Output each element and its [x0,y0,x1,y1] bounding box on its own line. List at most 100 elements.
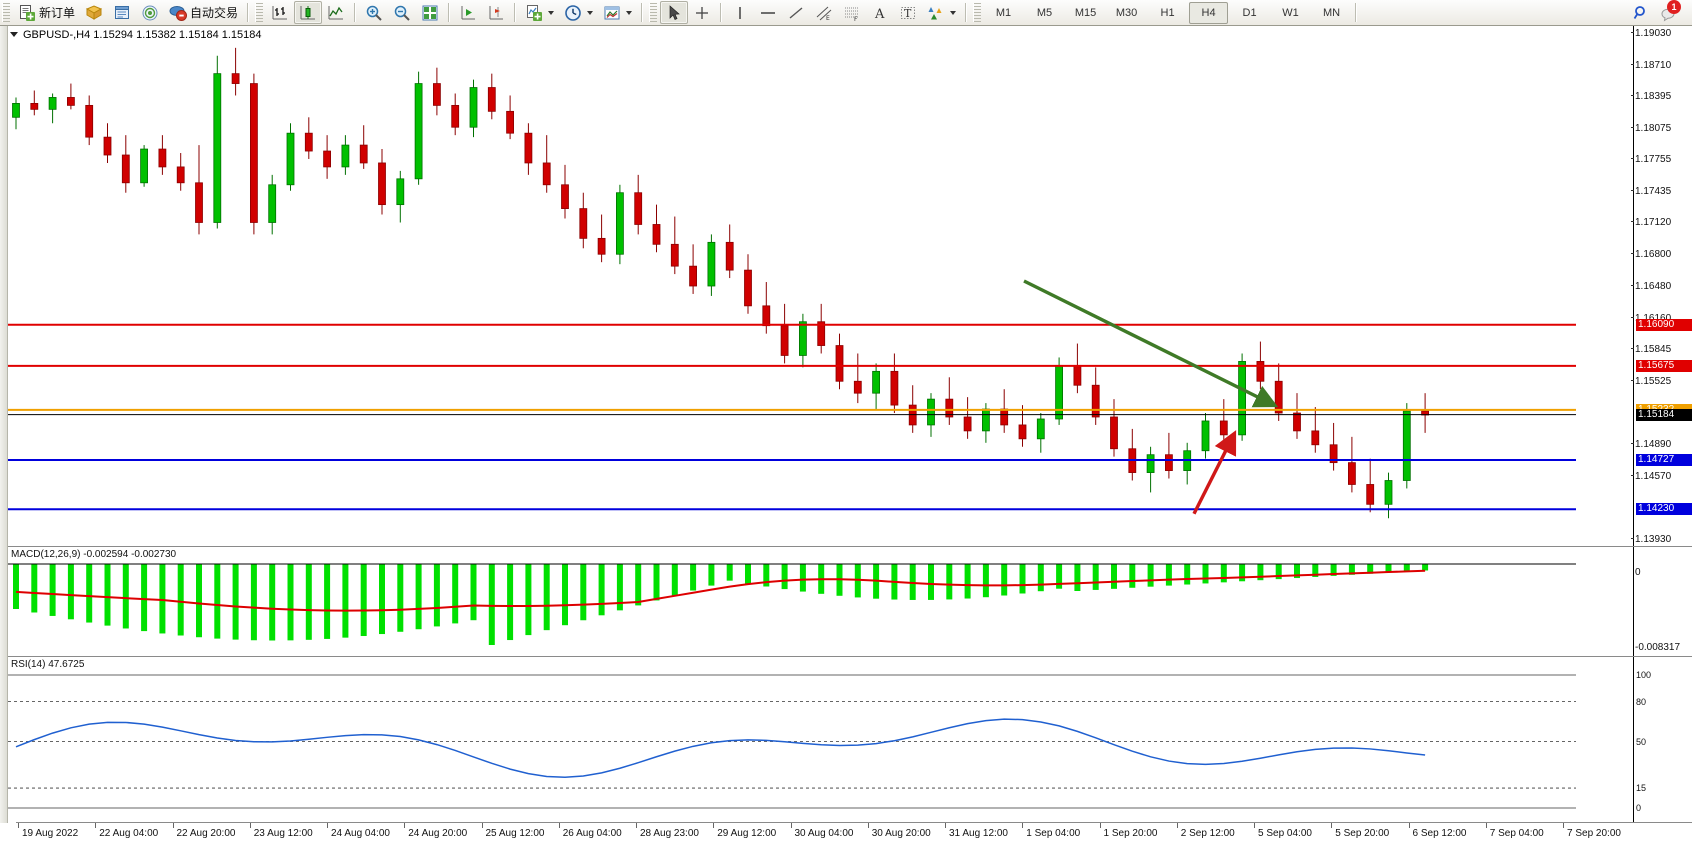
expert-advisor-button[interactable] [80,1,108,24]
toolbar-separator-2 [354,3,357,22]
rsi-level-label: 0 [1636,803,1642,813]
time-axis[interactable]: 19 Aug 2022 22 Aug 04:00 22 Aug 20:00 23 Au… [16,822,1692,849]
macd-pane[interactable]: MACD(12,26,9) -0.002594 -0.002730 0 -0.0… [8,546,1692,657]
price-tick: 1.18710 [1631,60,1692,71]
equidistant-channel-icon: E [815,4,833,22]
chevron-down-icon-2[interactable] [587,10,594,15]
toolbar-separator-8 [1355,3,1358,22]
price-axis[interactable]: 1.19030 1.18710 1.18395 1.18075 1.17755 1.174… [1631,26,1692,546]
timeframe-w1-button[interactable]: W1 [1282,6,1299,19]
zoom-in-button[interactable] [360,1,388,24]
time-tick [1099,823,1101,828]
timeframe-h4-button[interactable]: H4 [1189,1,1229,24]
time-axis-label: 26 Aug 04:00 [562,828,622,839]
zoom-out-button[interactable] [388,1,416,24]
crosshair-button[interactable] [688,1,716,24]
chart-vertical-scrollbar[interactable] [0,26,8,823]
text-button[interactable]: A [866,1,894,24]
candlestick-chart-button[interactable] [294,1,323,24]
new-order-icon [18,4,36,22]
toolbar-separator-3 [448,3,451,22]
chevron-down-icon[interactable] [548,10,555,15]
timeframe-m30-button[interactable]: M30 [1115,6,1138,19]
chart-shift-button[interactable] [482,1,510,24]
indicators-button[interactable] [520,1,559,24]
chart-plot-area[interactable]: GBPUSD-,H4 1.15294 1.15382 1.15184 1.151… [8,26,1692,849]
chart-window[interactable]: GBPUSD-,H4 1.15294 1.15382 1.15184 1.151… [0,26,1692,849]
text-label-button[interactable]: T [894,1,922,24]
toolbar-grip[interactable] [2,3,10,22]
vertical-line-button[interactable] [726,1,754,24]
timeframe-d1-button[interactable]: D1 [1242,6,1257,19]
auto-scroll-button[interactable] [454,1,482,24]
autotrading-label: 自动交易 [190,6,239,20]
chart-shift-icon [487,4,505,22]
price-badge-resistance[interactable]: 1.16090 [1636,318,1692,331]
time-axis-label: 28 Aug 23:00 [640,828,699,839]
book-icon [85,4,103,22]
shapes-button[interactable] [922,1,961,24]
svg-text:A: A [874,7,885,22]
svg-text:F: F [854,16,858,22]
bar-chart-button[interactable] [266,1,294,24]
time-axis-label: 31 Aug 12:00 [949,828,1008,839]
chevron-down-icon-symbol[interactable] [10,32,18,37]
new-order-button[interactable]: 新订单 [13,1,80,24]
timeframe-mn-button[interactable]: MN [1322,6,1341,19]
price-badge-resistance[interactable]: 1.15675 [1636,359,1692,372]
time-tick [713,823,715,828]
timeframe-group: M1 M5 M15 M30 H1 H4 D1 W1 MN [984,1,1351,24]
chart-tools-grip[interactable] [255,3,264,22]
rsi-pane[interactable]: RSI(14) 47.6725 100 80 50 15 0 [8,656,1692,824]
time-axis-label: 22 Aug 20:00 [176,828,236,839]
price-tick: 1.15845 [1631,344,1692,355]
autotrading-button[interactable]: 自动交易 [164,1,243,24]
vertical-line-icon [731,4,749,22]
price-badge-last-price[interactable]: 1.15184 [1636,408,1692,421]
price-tick: 1.13930 [1631,534,1692,545]
time-tick [327,823,328,828]
price-badge-support[interactable]: 1.14230 [1636,503,1692,516]
timeframe-m1-button[interactable]: M1 [995,6,1012,19]
fibonacci-button[interactable]: F [838,1,866,24]
time-tick [1254,823,1255,828]
rsi-level-label: 100 [1636,670,1652,680]
data-window-button[interactable] [416,1,444,24]
horizontal-line-button[interactable] [754,1,782,24]
equidistant-channel-button[interactable]: E [810,1,838,24]
alerts-icon[interactable]: 1 [1660,0,1681,22]
time-axis-label: 29 Aug 12:00 [717,828,777,839]
chevron-down-icon-3[interactable] [626,10,633,15]
price-tick: 1.17435 [1631,186,1692,197]
time-tick [790,823,792,828]
timeframe-m5-button[interactable]: M5 [1036,6,1053,19]
draw-tools-grip[interactable] [649,3,658,22]
timeframe-h1-button[interactable]: H1 [1160,6,1175,19]
market-watch-button[interactable] [108,1,136,24]
timeframe-grip[interactable] [973,3,982,22]
fibonacci-icon: F [843,4,861,23]
time-tick [249,823,251,828]
signals-button[interactable] [136,1,164,24]
main-toolbar: 新订单 [0,0,1692,26]
price-badge-support[interactable]: 1.14727 [1636,453,1692,466]
price-tick: 1.19030 [1631,28,1692,39]
chevron-down-icon-4[interactable] [950,10,957,15]
price-pane[interactable]: 1.19030 1.18710 1.18395 1.18075 1.17755 1.174… [8,26,1692,546]
time-axis-label: 24 Aug 20:00 [408,828,468,839]
periods-button[interactable] [559,1,598,24]
svg-text:T: T [904,7,912,20]
timeframe-m15-button[interactable]: M15 [1074,6,1097,19]
time-tick [481,823,483,828]
time-axis-label: 6 Sep 12:00 [1412,828,1467,839]
cursor-button[interactable] [660,1,689,24]
templates-button[interactable] [598,1,637,24]
alerts-count-badge: 1 [1667,0,1681,14]
search-icon[interactable] [1632,4,1650,22]
chart-symbol-ohlc: GBPUSD-,H4 1.15294 1.15382 1.15184 1.151… [23,28,262,41]
line-chart-button[interactable] [322,1,350,24]
price-tick: 1.16160 [1631,313,1692,324]
time-tick [636,823,637,828]
time-tick [1563,823,1564,828]
trendline-button[interactable] [782,1,810,24]
